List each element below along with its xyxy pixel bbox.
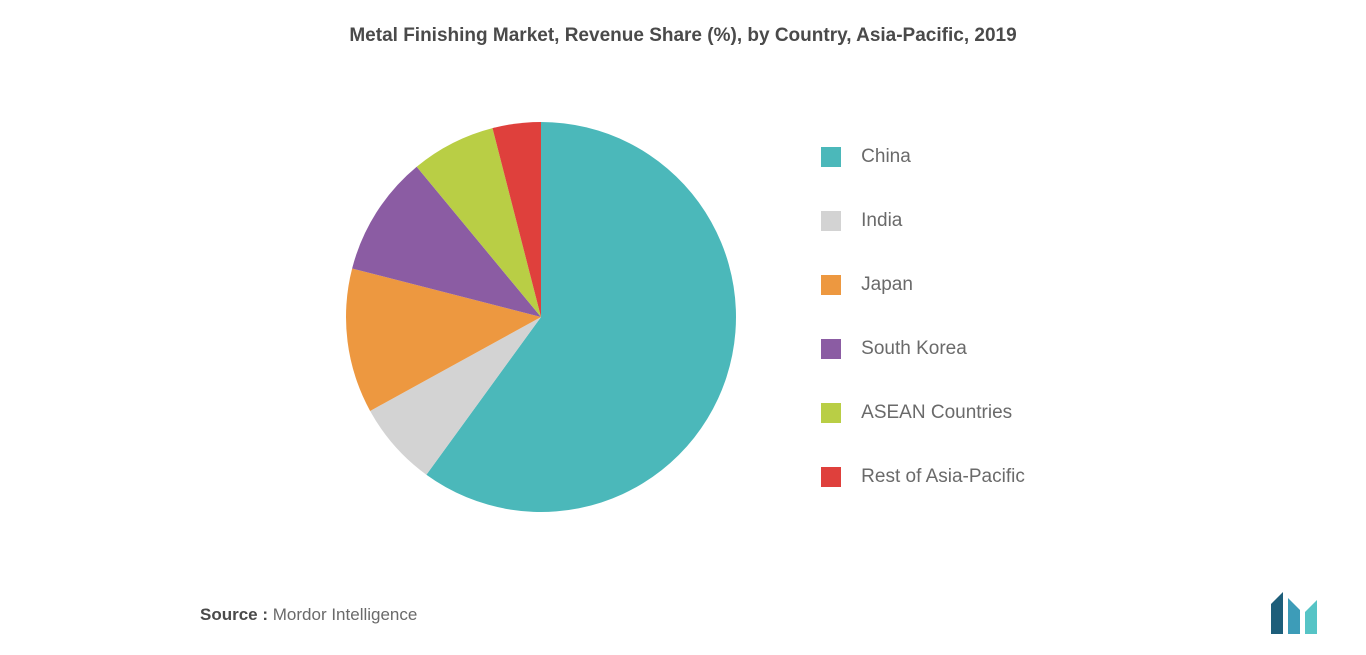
legend-item: Japan bbox=[821, 274, 1025, 296]
legend-swatch bbox=[821, 211, 841, 231]
chart-container: China India Japan South Korea ASEAN Countrie… bbox=[0, 57, 1366, 577]
logo-svg bbox=[1268, 592, 1338, 637]
legend-label: South Korea bbox=[861, 338, 967, 360]
legend-item: Rest of Asia-Pacific bbox=[821, 466, 1025, 488]
legend-swatch bbox=[821, 339, 841, 359]
logo-bar bbox=[1305, 600, 1317, 634]
legend-label: China bbox=[861, 146, 911, 168]
legend-swatch bbox=[821, 147, 841, 167]
legend-label: ASEAN Countries bbox=[861, 402, 1012, 424]
source-label: Source : bbox=[200, 605, 268, 624]
logo-bar bbox=[1271, 592, 1283, 634]
chart-title: Metal Finishing Market, Revenue Share (%… bbox=[0, 0, 1366, 57]
legend-label: India bbox=[861, 210, 902, 232]
logo-bar bbox=[1288, 598, 1300, 634]
source-text: Mordor Intelligence bbox=[273, 605, 418, 624]
mordor-logo-icon bbox=[1268, 592, 1338, 637]
legend-swatch bbox=[821, 275, 841, 295]
legend-item: South Korea bbox=[821, 338, 1025, 360]
legend: China India Japan South Korea ASEAN Countrie… bbox=[821, 146, 1025, 488]
legend-label: Japan bbox=[861, 274, 913, 296]
legend-swatch bbox=[821, 403, 841, 423]
legend-item: India bbox=[821, 210, 1025, 232]
pie-svg bbox=[341, 117, 741, 517]
pie-chart bbox=[341, 117, 741, 517]
source-footer: Source : Mordor Intelligence bbox=[200, 605, 417, 625]
legend-item: ASEAN Countries bbox=[821, 402, 1025, 424]
legend-item: China bbox=[821, 146, 1025, 168]
legend-label: Rest of Asia-Pacific bbox=[861, 466, 1025, 488]
legend-swatch bbox=[821, 467, 841, 487]
